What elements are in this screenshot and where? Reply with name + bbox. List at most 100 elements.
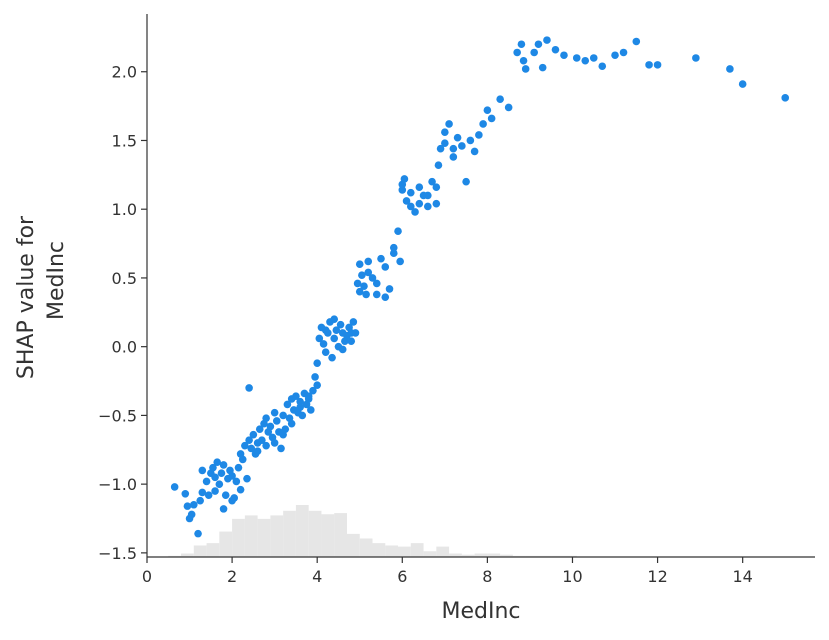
histogram-bar [372,543,386,557]
scatter-point [241,441,249,450]
scatter-point [245,436,253,444]
scatter-point [321,348,330,356]
histogram-bar [257,518,271,557]
scatter-point [219,461,228,469]
scatter-point [364,257,373,266]
scatter-point [228,496,236,505]
scatter-point [292,392,300,400]
scatter-point [296,403,304,411]
scatter-point [183,502,192,510]
scatter-point [349,318,358,326]
scatter-point [560,51,568,60]
scatter-point [398,186,407,194]
scatter-point [475,131,483,139]
y-tick-label: 0.0 [112,338,137,357]
scatter-point [402,197,411,205]
scatter-point [234,463,243,472]
x-tick-label: 0 [142,567,152,586]
scatter-point [441,139,449,148]
scatter-point [198,466,207,475]
scatter-point [211,487,219,495]
scatter-point [513,48,521,57]
scatter-point [534,40,543,49]
scatter-point [781,94,790,102]
histogram-bar [321,514,335,557]
scatter-point [270,439,279,447]
scatter-point [277,444,285,453]
scatter-point [190,500,198,509]
scatter-point [389,243,398,252]
scatter-point [479,120,487,128]
y-tick-label: 2.0 [112,63,137,82]
scatter-point [307,406,315,414]
scatter-point [202,477,211,486]
scatter-point [196,496,204,505]
x-tick-label: 8 [482,567,492,586]
scatter-point [598,62,607,71]
y-ticks: −1.5 −1.0 −0.5 0.0 0.5 1.0 1.5 2.0 [98,63,147,563]
scatter-point [262,441,270,450]
scatter-point [396,257,404,266]
scatter-point [358,271,366,279]
scatter-point [653,61,662,69]
histogram-bar [436,546,450,557]
scatter-point [406,202,415,211]
histogram-bar [359,538,373,557]
scatter-point [211,473,219,482]
scatter-point [332,326,341,334]
scatter-point [347,337,356,345]
scatter-point [517,40,526,49]
scatter-point [247,444,256,453]
scatter-point [198,488,207,497]
histogram-bar [181,553,194,557]
scatter-point [487,114,496,123]
scatter-point [279,411,287,420]
scatter-point [364,268,373,277]
scatter-point [321,326,330,334]
scatter-point [619,48,628,57]
scatter-point [519,56,528,65]
histogram-bar [346,533,360,557]
scatter-point [279,430,287,439]
x-tick-label: 10 [562,567,582,586]
histogram-bar [398,546,411,557]
histogram-layer [168,505,577,557]
histogram-bar [232,518,245,557]
histogram-bar [334,513,347,557]
scatter-point [381,293,390,301]
scatter-point [232,477,241,486]
scatter-point [213,458,222,466]
scatter-point [313,359,321,367]
scatter-point [411,208,419,216]
y-axis-label-line-2: MedInc [44,241,69,320]
histogram-bar [219,531,233,557]
scatter-point [194,529,202,538]
scatter-point [330,315,339,323]
scatter-point [415,199,424,208]
scatter-point [611,51,619,60]
scatter-point [221,491,230,499]
scatter-point [381,263,390,271]
scatter-point [181,489,190,498]
scatter-point [432,199,441,208]
scatter-point [309,386,317,395]
histogram-bar [270,515,284,557]
scatter-point [372,290,381,299]
x-axis-label: MedInc [441,599,520,624]
scatter-point [249,430,258,439]
histogram-bar [308,510,322,557]
histogram-bar [295,505,309,557]
scatter-point [187,510,196,519]
scatter-point [738,80,747,88]
scatter-point [170,483,179,491]
histogram-bar [193,545,207,557]
y-tick-label: 1.0 [112,200,137,219]
scatter-point [572,54,581,62]
scatter-point [398,180,407,189]
histogram-bar [410,543,424,557]
scatter-point [355,287,364,296]
y-tick-label: −1.5 [98,544,137,563]
x-tick-label: 2 [227,567,237,586]
y-tick-label: −0.5 [98,406,137,425]
